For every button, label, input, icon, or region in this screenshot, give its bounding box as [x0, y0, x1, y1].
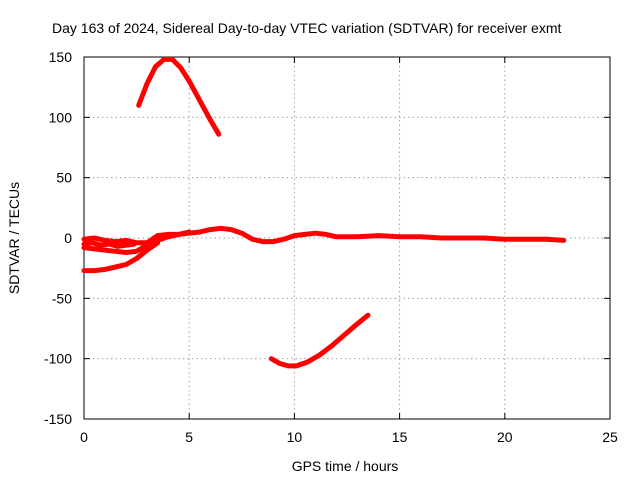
data-series — [81, 56, 567, 369]
x-tick-label: 10 — [287, 429, 303, 445]
x-tick-label: 15 — [392, 429, 408, 445]
series-arc-low — [268, 312, 371, 369]
series-arc-main — [81, 225, 567, 246]
x-tick-label: 0 — [80, 429, 88, 445]
y-tick-label: -150 — [44, 411, 72, 427]
y-tick-label: 0 — [64, 230, 72, 246]
axis-ticks: 0 5 10 15 20 25 -150 -100 -50 0 50 100 150 — [44, 49, 618, 445]
y-tick-label: 150 — [49, 49, 73, 65]
x-tick-label: 20 — [497, 429, 513, 445]
series-arc-mid — [81, 229, 192, 255]
y-tick-label: -50 — [52, 290, 72, 306]
y-tick-label: -100 — [44, 351, 72, 367]
series-arc-high — [136, 56, 222, 137]
y-axis-label: SDTVAR / TECUs — [6, 182, 22, 294]
y-tick-label: 50 — [56, 170, 72, 186]
series-arc-lower — [81, 240, 161, 274]
series-arc-side — [81, 240, 137, 249]
chart-title: Day 163 of 2024, Sidereal Day-to-day VTE… — [52, 20, 561, 36]
y-tick-label: 100 — [49, 109, 73, 125]
x-tick-label: 5 — [185, 429, 193, 445]
x-tick-label: 25 — [602, 429, 618, 445]
x-axis-label: GPS time / hours — [292, 458, 399, 474]
